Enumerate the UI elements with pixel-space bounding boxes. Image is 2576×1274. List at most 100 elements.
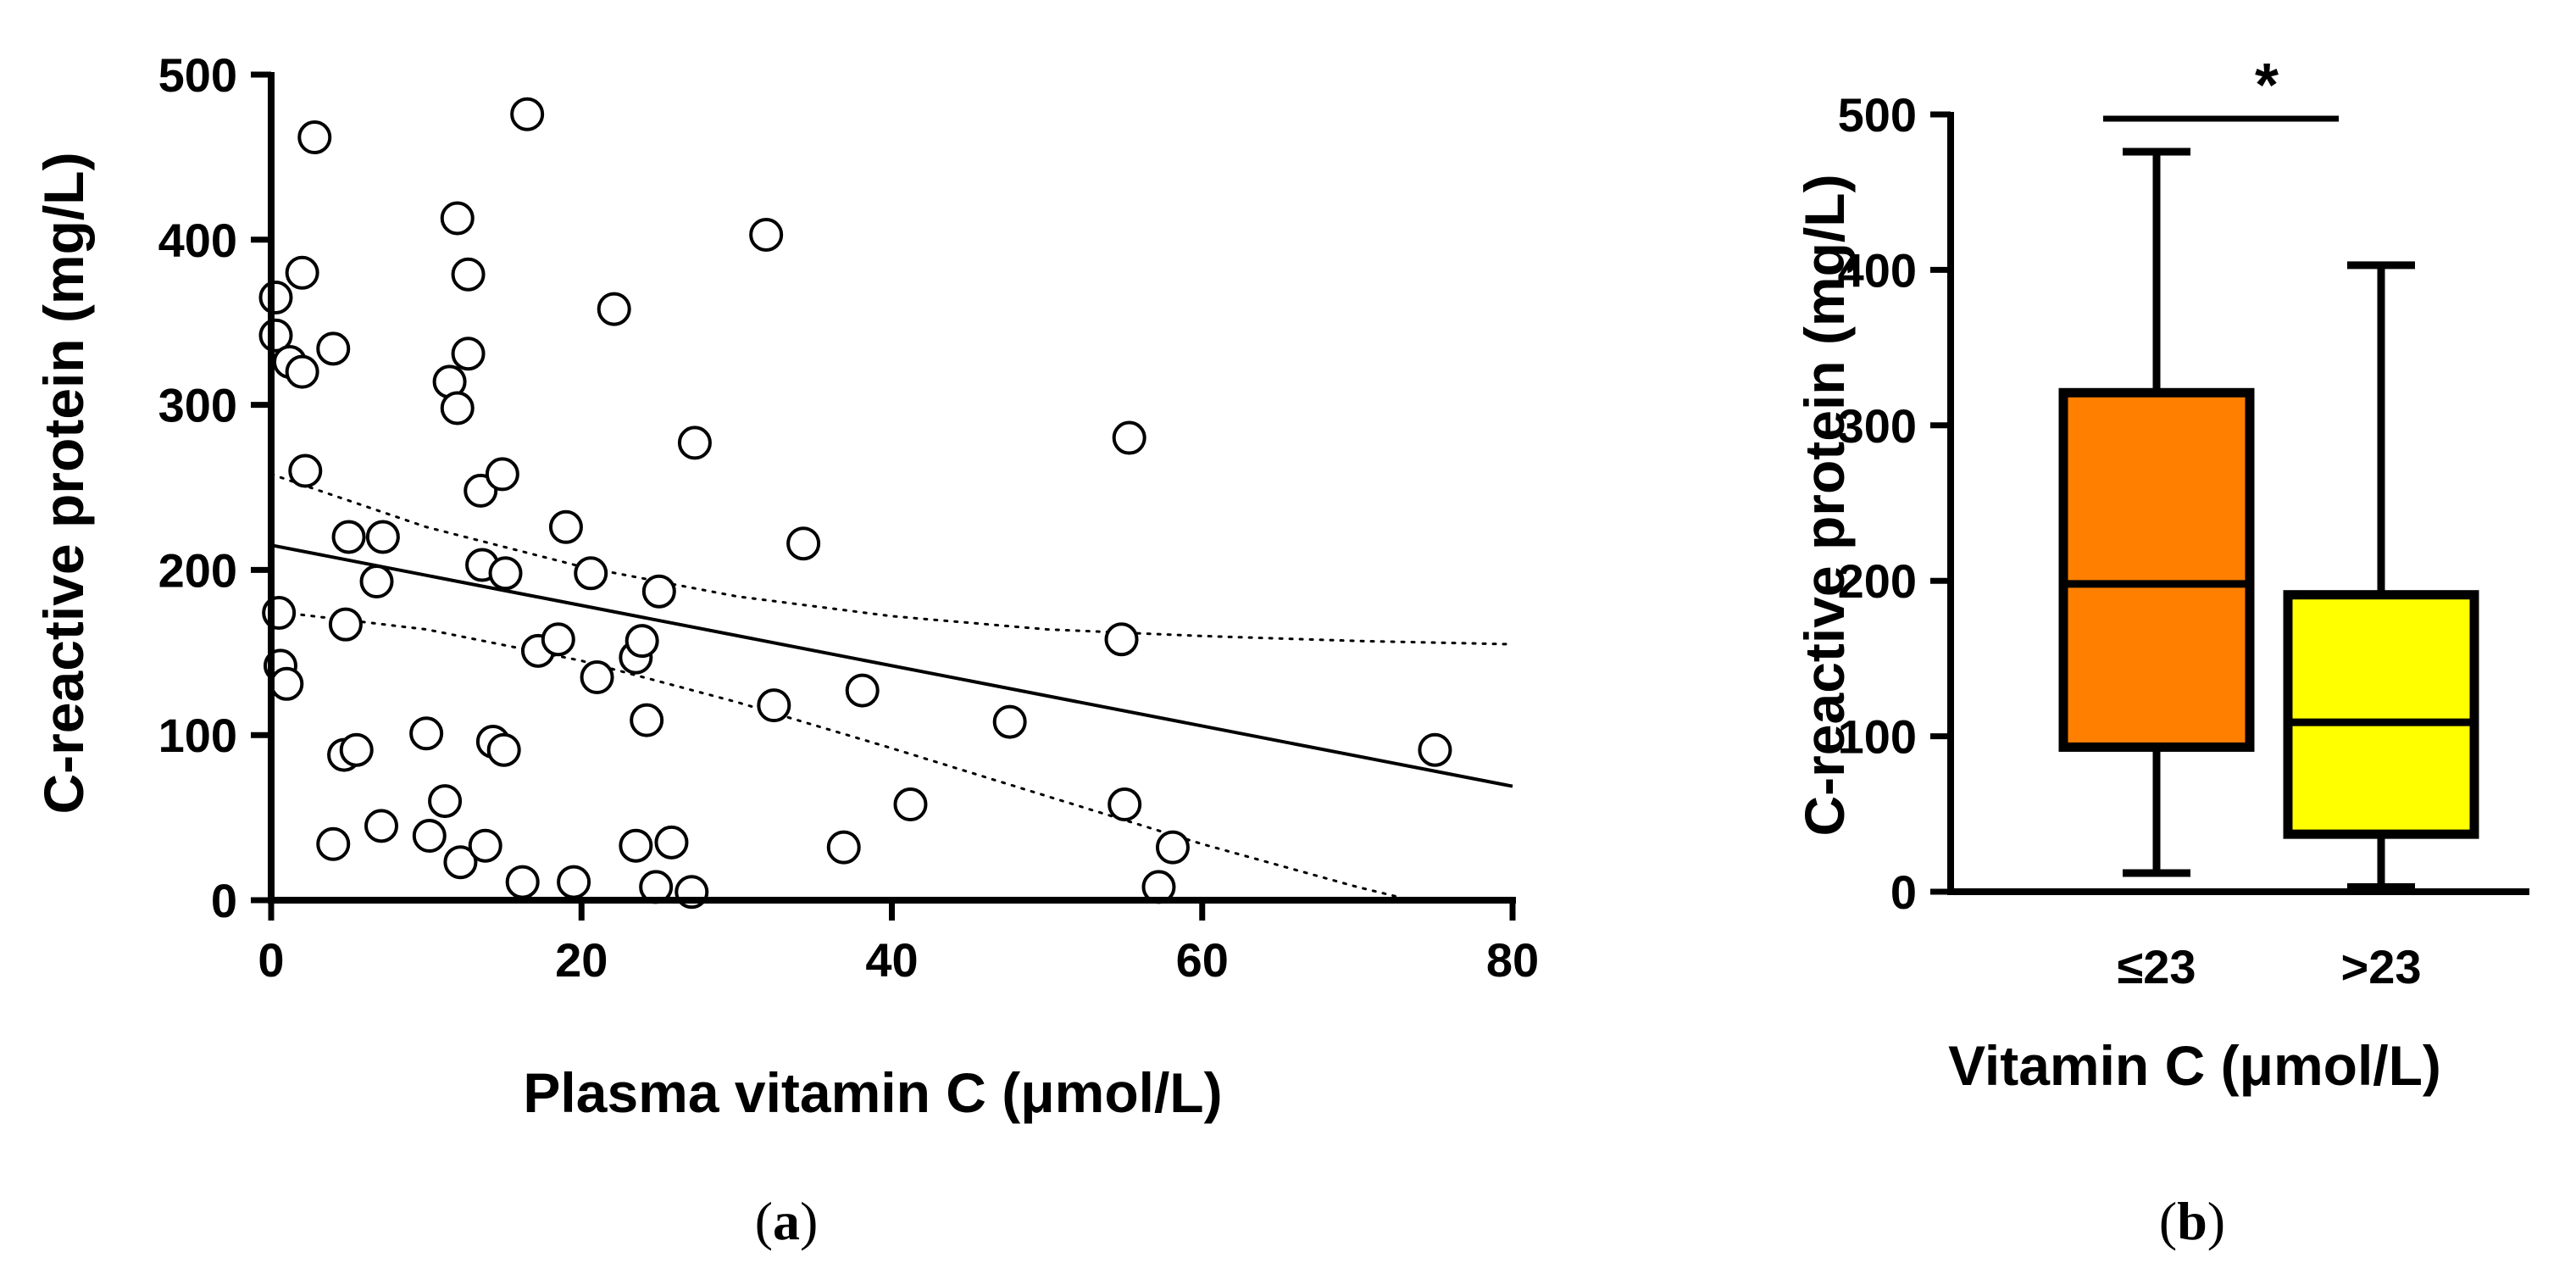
- x-tick-label: 0: [258, 933, 284, 987]
- y-tick-label: 200: [158, 543, 237, 597]
- y-tick-label: 300: [158, 379, 237, 432]
- data-point: [440, 201, 475, 236]
- data-point: [893, 787, 928, 822]
- y-tick-label: 400: [158, 214, 237, 267]
- data-point: [1112, 420, 1146, 455]
- data-point: [548, 509, 583, 544]
- panel-label-close: ): [800, 1191, 818, 1251]
- data-point: [443, 845, 478, 880]
- significance-bracket: *: [2103, 52, 2339, 122]
- y-tick-label: 500: [1838, 88, 1917, 142]
- panel-b-box-plot: 0 100 200 300 400 500 ≤23 >23 * Vitamin C (μmol…: [1793, 52, 2529, 1251]
- x-tick-label: 60: [1176, 933, 1229, 987]
- data-point: [574, 556, 608, 591]
- y-axis-title: C-reactive protein (mg/L): [32, 152, 95, 814]
- data-point: [451, 257, 486, 292]
- panel-label-a: (a): [755, 1191, 819, 1251]
- box-2: [2283, 261, 2479, 891]
- data-point: [630, 703, 664, 737]
- y-tick-label: 500: [158, 48, 237, 102]
- data-point: [826, 830, 861, 865]
- data-point: [1108, 787, 1142, 822]
- x-tick-label: 40: [865, 933, 918, 987]
- data-point: [786, 526, 821, 561]
- data-point: [580, 660, 614, 695]
- x-tick-label: >23: [2341, 940, 2422, 993]
- panel-label-letter: a: [773, 1191, 800, 1251]
- data-point: [331, 520, 366, 554]
- data-point: [285, 255, 319, 290]
- data-point: [440, 391, 475, 426]
- axes: 0 100 200 300 400 500 0 20 40 60 80: [158, 48, 1540, 987]
- y-axis-title: C-reactive protein (mg/L): [1793, 174, 1856, 836]
- data-point: [409, 716, 444, 751]
- y-tick-label: 200: [1838, 554, 1917, 608]
- data-point: [757, 688, 791, 723]
- data-point: [339, 732, 374, 767]
- data-point: [641, 574, 676, 609]
- data-point: [412, 819, 447, 854]
- box-plots: [2058, 147, 2479, 891]
- y-tick-label: 0: [1890, 865, 1917, 919]
- data-point: [488, 556, 523, 591]
- data-point: [505, 865, 540, 899]
- data-point: [316, 826, 351, 861]
- data-point: [619, 828, 653, 863]
- panel-label-b: (b): [2159, 1191, 2225, 1251]
- box-iqr: [2283, 590, 2479, 839]
- panel-label-open: (: [755, 1191, 773, 1251]
- panel-a-scatter-plot: 0 100 200 300 400 500 0 20 40 60 80 Plasma vitamin…: [32, 48, 1539, 1251]
- y-tick-label: 100: [1838, 710, 1917, 764]
- data-point: [1155, 830, 1190, 865]
- data-point: [992, 704, 1027, 739]
- data-point: [359, 565, 394, 599]
- data-point: [269, 666, 304, 701]
- data-point: [486, 732, 521, 767]
- data-point: [365, 520, 400, 554]
- data-point: [468, 828, 502, 863]
- y-tick-label: 0: [211, 874, 237, 927]
- data-point: [625, 624, 659, 659]
- y-tick-label: 100: [158, 709, 237, 762]
- scatter-points: [258, 97, 1452, 910]
- y-tick-label: 300: [1838, 399, 1917, 453]
- x-tick-label: ≤23: [2117, 940, 2196, 993]
- panel-label-open: (: [2159, 1191, 2177, 1251]
- data-point: [364, 809, 399, 843]
- data-point: [485, 457, 519, 492]
- data-point: [597, 292, 631, 326]
- ci-upper-line: [269, 472, 1514, 646]
- data-point: [845, 673, 880, 708]
- regression-line: [270, 543, 1513, 788]
- ci-lower-line: [269, 609, 1413, 902]
- data-point: [285, 354, 319, 389]
- x-axis-title: Vitamin C (μmol/L): [1948, 1034, 2441, 1097]
- significance-star: *: [2255, 52, 2279, 120]
- x-tick-label: 80: [1486, 933, 1539, 987]
- x-tick-label: 20: [555, 933, 608, 987]
- data-point: [557, 865, 591, 899]
- x-axis-title: Plasma vitamin C (μmol/L): [523, 1061, 1222, 1124]
- data-point: [258, 280, 293, 314]
- box-1: [2058, 147, 2255, 877]
- data-point: [1418, 732, 1452, 767]
- panel-label-close: ): [2207, 1191, 2225, 1251]
- data-point: [1104, 622, 1139, 657]
- data-point: [510, 97, 545, 131]
- data-point: [451, 337, 486, 371]
- data-point: [428, 784, 463, 819]
- axes: 0 100 200 300 400 500 ≤23 >23: [1838, 88, 2529, 993]
- data-point: [541, 622, 575, 657]
- data-point: [749, 217, 784, 252]
- data-point: [288, 453, 323, 488]
- data-point: [297, 120, 332, 155]
- confidence-bands: [269, 472, 1514, 902]
- box-iqr: [2058, 387, 2255, 752]
- data-point: [654, 825, 689, 860]
- panel-label-letter: b: [2177, 1191, 2207, 1251]
- y-tick-label: 400: [1838, 243, 1917, 297]
- data-point: [316, 331, 351, 366]
- regression-line-group: [270, 543, 1513, 788]
- data-point: [328, 607, 363, 642]
